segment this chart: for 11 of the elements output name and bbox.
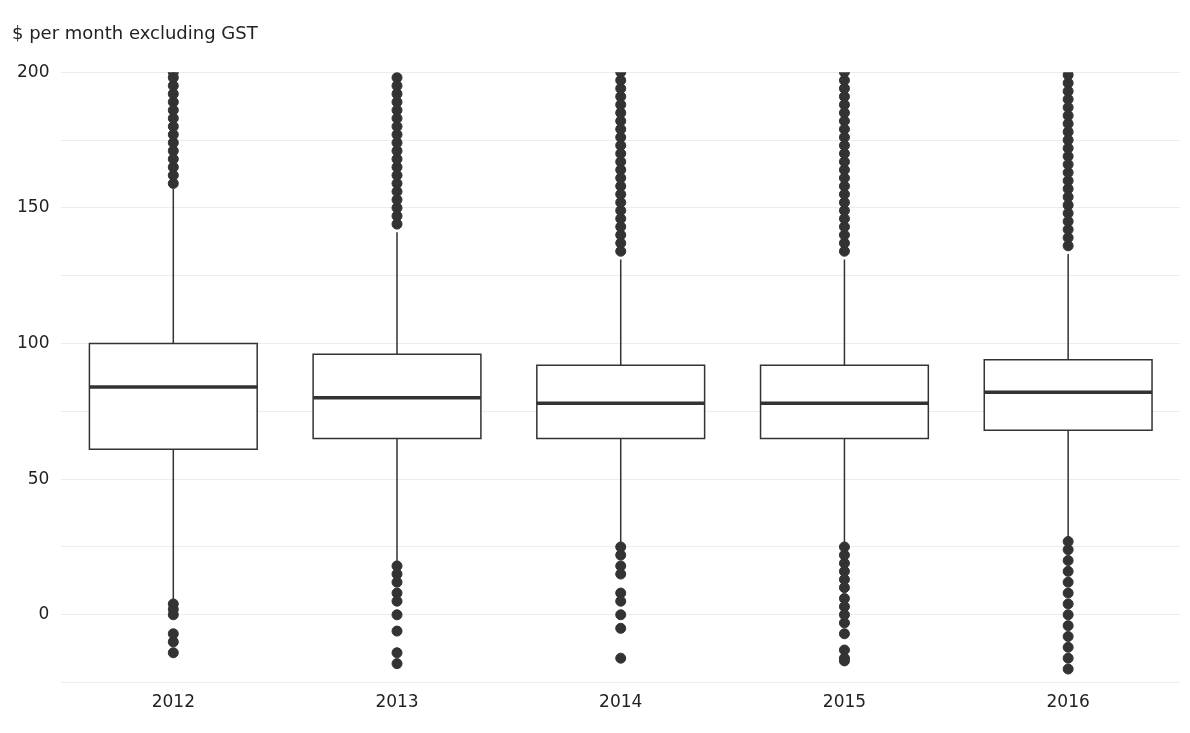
y-tick-label: 0 [38, 603, 50, 624]
x-tick-label: 2013 [375, 691, 419, 712]
y-tick-label: 100 [16, 331, 50, 352]
x-tick-label: 2015 [822, 691, 867, 712]
x-tick-label: 2012 [151, 691, 195, 712]
x-tick-label: 2016 [1046, 691, 1090, 712]
y-tick-label: 150 [16, 196, 50, 217]
y-axis-title: $ per month excluding GST [12, 22, 258, 43]
x-tick-label: 2014 [599, 691, 643, 712]
y-tick-label: 50 [27, 467, 50, 488]
y-tick-label: 200 [16, 60, 50, 81]
